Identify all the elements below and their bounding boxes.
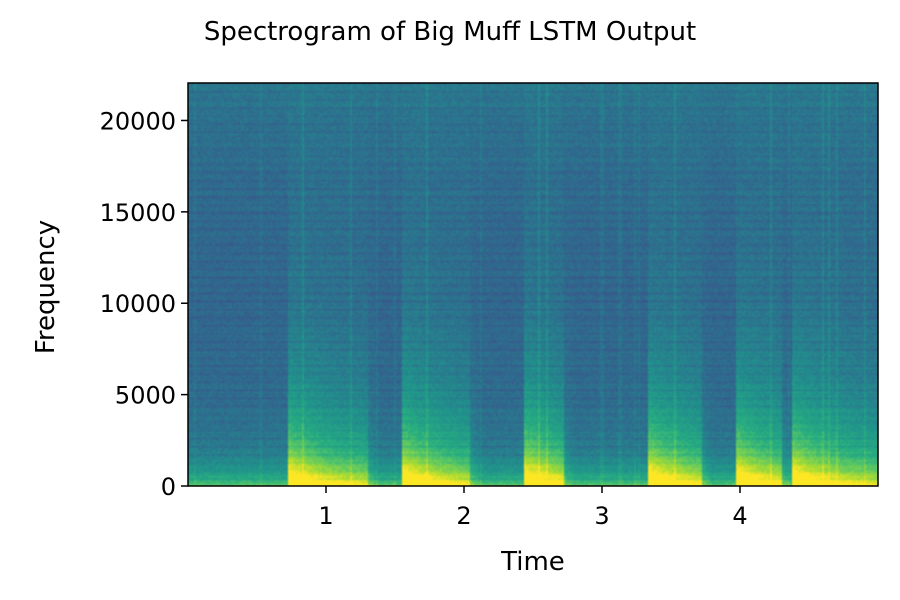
x-axis-label: Time [500, 547, 565, 577]
y-tick-label: 20000 [100, 107, 176, 135]
plot-frame [187, 82, 879, 487]
y-tick-label: 15000 [100, 199, 176, 227]
x-tick-label: 1 [318, 502, 333, 530]
x-tick-label: 2 [456, 502, 471, 530]
plot-area [187, 82, 879, 487]
y-tick-label: 10000 [100, 290, 176, 318]
spectrogram-image [188, 83, 878, 486]
y-axis-label: Frequency [31, 220, 61, 354]
chart-title: Spectrogram of Big Muff LSTM Output [204, 17, 696, 47]
y-tick-label: 5000 [115, 382, 176, 410]
y-axis-ticks: 0 5000 10000 15000 20000 [100, 107, 188, 501]
x-tick-label: 4 [732, 502, 747, 530]
y-tick-label: 0 [161, 473, 176, 501]
x-tick-label: 3 [594, 502, 609, 530]
x-axis-ticks: 1 2 3 4 [318, 486, 748, 530]
